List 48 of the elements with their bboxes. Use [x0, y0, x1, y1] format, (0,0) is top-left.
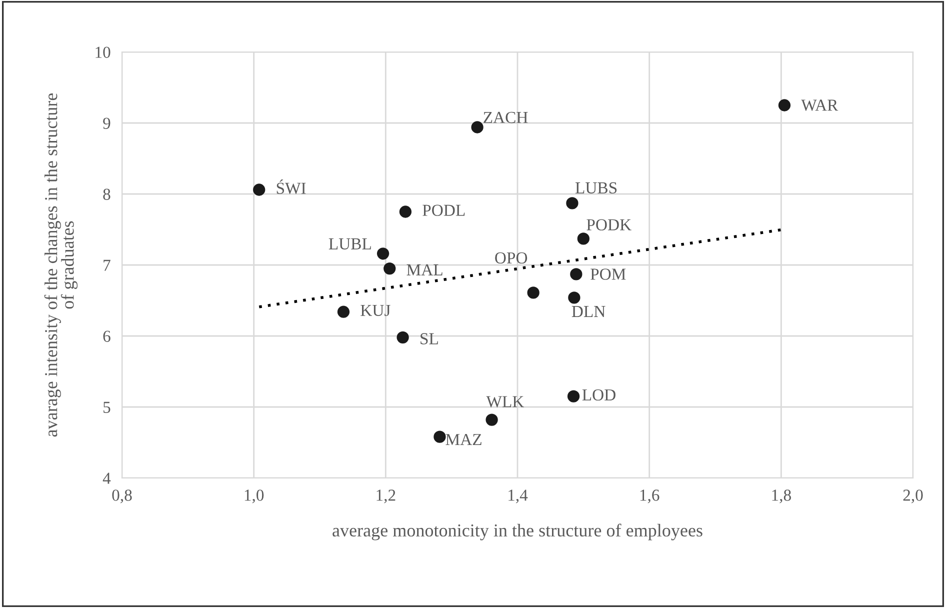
annotation: MAL — [406, 264, 442, 276]
annotation: OPO — [495, 252, 528, 264]
point — [527, 286, 540, 299]
annotation: LUBS — [575, 182, 617, 194]
y-tick-label: 6 — [103, 330, 110, 342]
point — [399, 206, 412, 218]
y-axis-title: avarage intensity of the changes in the structure of graduates — [44, 93, 78, 437]
y-tick-label: 7 — [104, 260, 110, 271]
point — [253, 184, 266, 196]
y-tick-label: 9 — [103, 118, 110, 129]
annotation: ŚWI — [276, 179, 306, 194]
point — [396, 331, 409, 344]
x-tick-label: 0,8 — [112, 490, 132, 504]
annotation: POM — [590, 268, 626, 280]
x-tick-label: 2,0 — [903, 490, 923, 504]
annotation: ZACH — [484, 112, 528, 124]
point — [778, 99, 791, 112]
y-tick-label: 4 — [102, 472, 111, 484]
annotation: KUJ — [360, 304, 390, 316]
x-tick-label: 1,4 — [508, 490, 528, 504]
point — [337, 306, 350, 318]
annotation: MAZ — [446, 434, 482, 445]
x-tick-label: 1,0 — [244, 490, 264, 504]
annotation: PODK — [586, 219, 632, 230]
annotation: PODL — [422, 204, 465, 216]
point — [566, 197, 578, 210]
annotation: LOD — [582, 389, 616, 401]
annotation: WLK — [486, 396, 524, 408]
annotation: DLN — [572, 306, 606, 317]
y-tick-label: 5 — [104, 402, 110, 413]
point — [568, 292, 580, 304]
point — [376, 248, 390, 260]
point — [577, 232, 590, 245]
point — [471, 121, 484, 134]
x-axis-title: average monotonicity in the structure of employees — [332, 524, 702, 540]
point — [567, 390, 580, 402]
point — [434, 430, 446, 443]
annotation: LUBL — [328, 238, 371, 250]
point — [384, 262, 396, 275]
point — [486, 414, 498, 426]
y-tick-label: 10 — [96, 46, 110, 58]
y-tick-label: 8 — [103, 188, 110, 200]
x-tick-label: 1,6 — [640, 490, 660, 504]
x-tick-label: 1,2 — [376, 490, 396, 504]
annotation: SL — [420, 333, 438, 344]
annotation: WAR — [801, 100, 838, 111]
point — [570, 268, 582, 280]
x-tick-label: 1,8 — [772, 490, 791, 504]
